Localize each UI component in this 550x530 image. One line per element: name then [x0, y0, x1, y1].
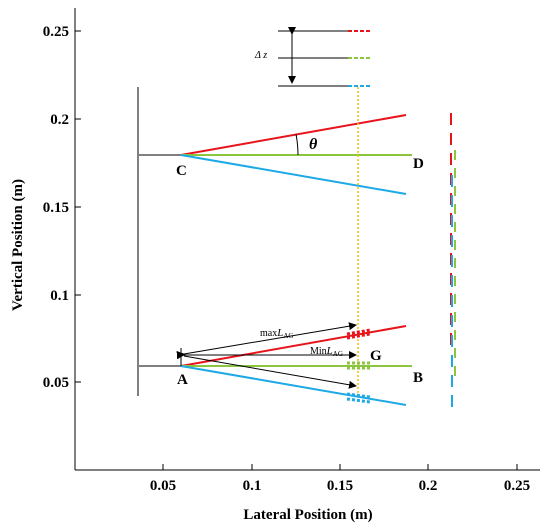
theta-label: θ: [309, 136, 318, 153]
axes: 0.05 0.1 0.15 0.2 0.25 0.05 0.1 0.15 0.2…: [10, 8, 540, 523]
point-d-label: D: [413, 156, 424, 172]
theta-arc: [295, 133, 299, 156]
y-tick-label: 0.25: [43, 24, 69, 40]
green-dot-cluster: [347, 361, 370, 370]
x-tick-label: 0.25: [504, 478, 530, 494]
y-tick-label: 0.05: [43, 375, 69, 391]
delta-z-label: Δ z: [254, 50, 267, 61]
point-a-label: A: [177, 372, 188, 388]
y-axis-title: Vertical Position (m): [10, 179, 26, 311]
max-ag-arrow-up: [176, 322, 357, 360]
y-tick-label: 0.15: [43, 200, 69, 216]
red-dot-cluster: [346, 328, 371, 340]
upper-branch: θ C D: [138, 114, 424, 195]
y-tick-label: 0.2: [50, 112, 69, 128]
x-axis-title: Lateral Position (m): [243, 507, 372, 523]
x-tick-label: 0.1: [243, 478, 262, 494]
delta-z-inset: Δ z: [254, 27, 370, 87]
y-ticks: [75, 30, 81, 383]
upper-blue-line: [180, 154, 407, 195]
point-c-label: C: [176, 163, 187, 179]
x-tick-label: 0.15: [327, 478, 353, 494]
x-tick-label: 0.05: [150, 478, 176, 494]
min-lag-label: MinLAG: [310, 345, 343, 358]
max-lag-label: maxLAG: [260, 327, 293, 340]
x-tick-label: 0.2: [419, 478, 438, 494]
lower-blue-line: [180, 365, 407, 406]
ag-arrows: maxLAG MinLAG: [176, 322, 357, 389]
point-b-label: B: [413, 370, 423, 386]
upper-red-line: [180, 114, 407, 156]
max-ag-arrow-down: [183, 355, 357, 389]
dot-clusters: [346, 328, 371, 404]
point-g-label: G: [370, 348, 382, 364]
right-dashed-lines: [450, 113, 456, 410]
blue-dot-cluster: [346, 392, 371, 404]
y-tick-label: 0.1: [50, 288, 69, 304]
x-ticks: [162, 464, 518, 470]
